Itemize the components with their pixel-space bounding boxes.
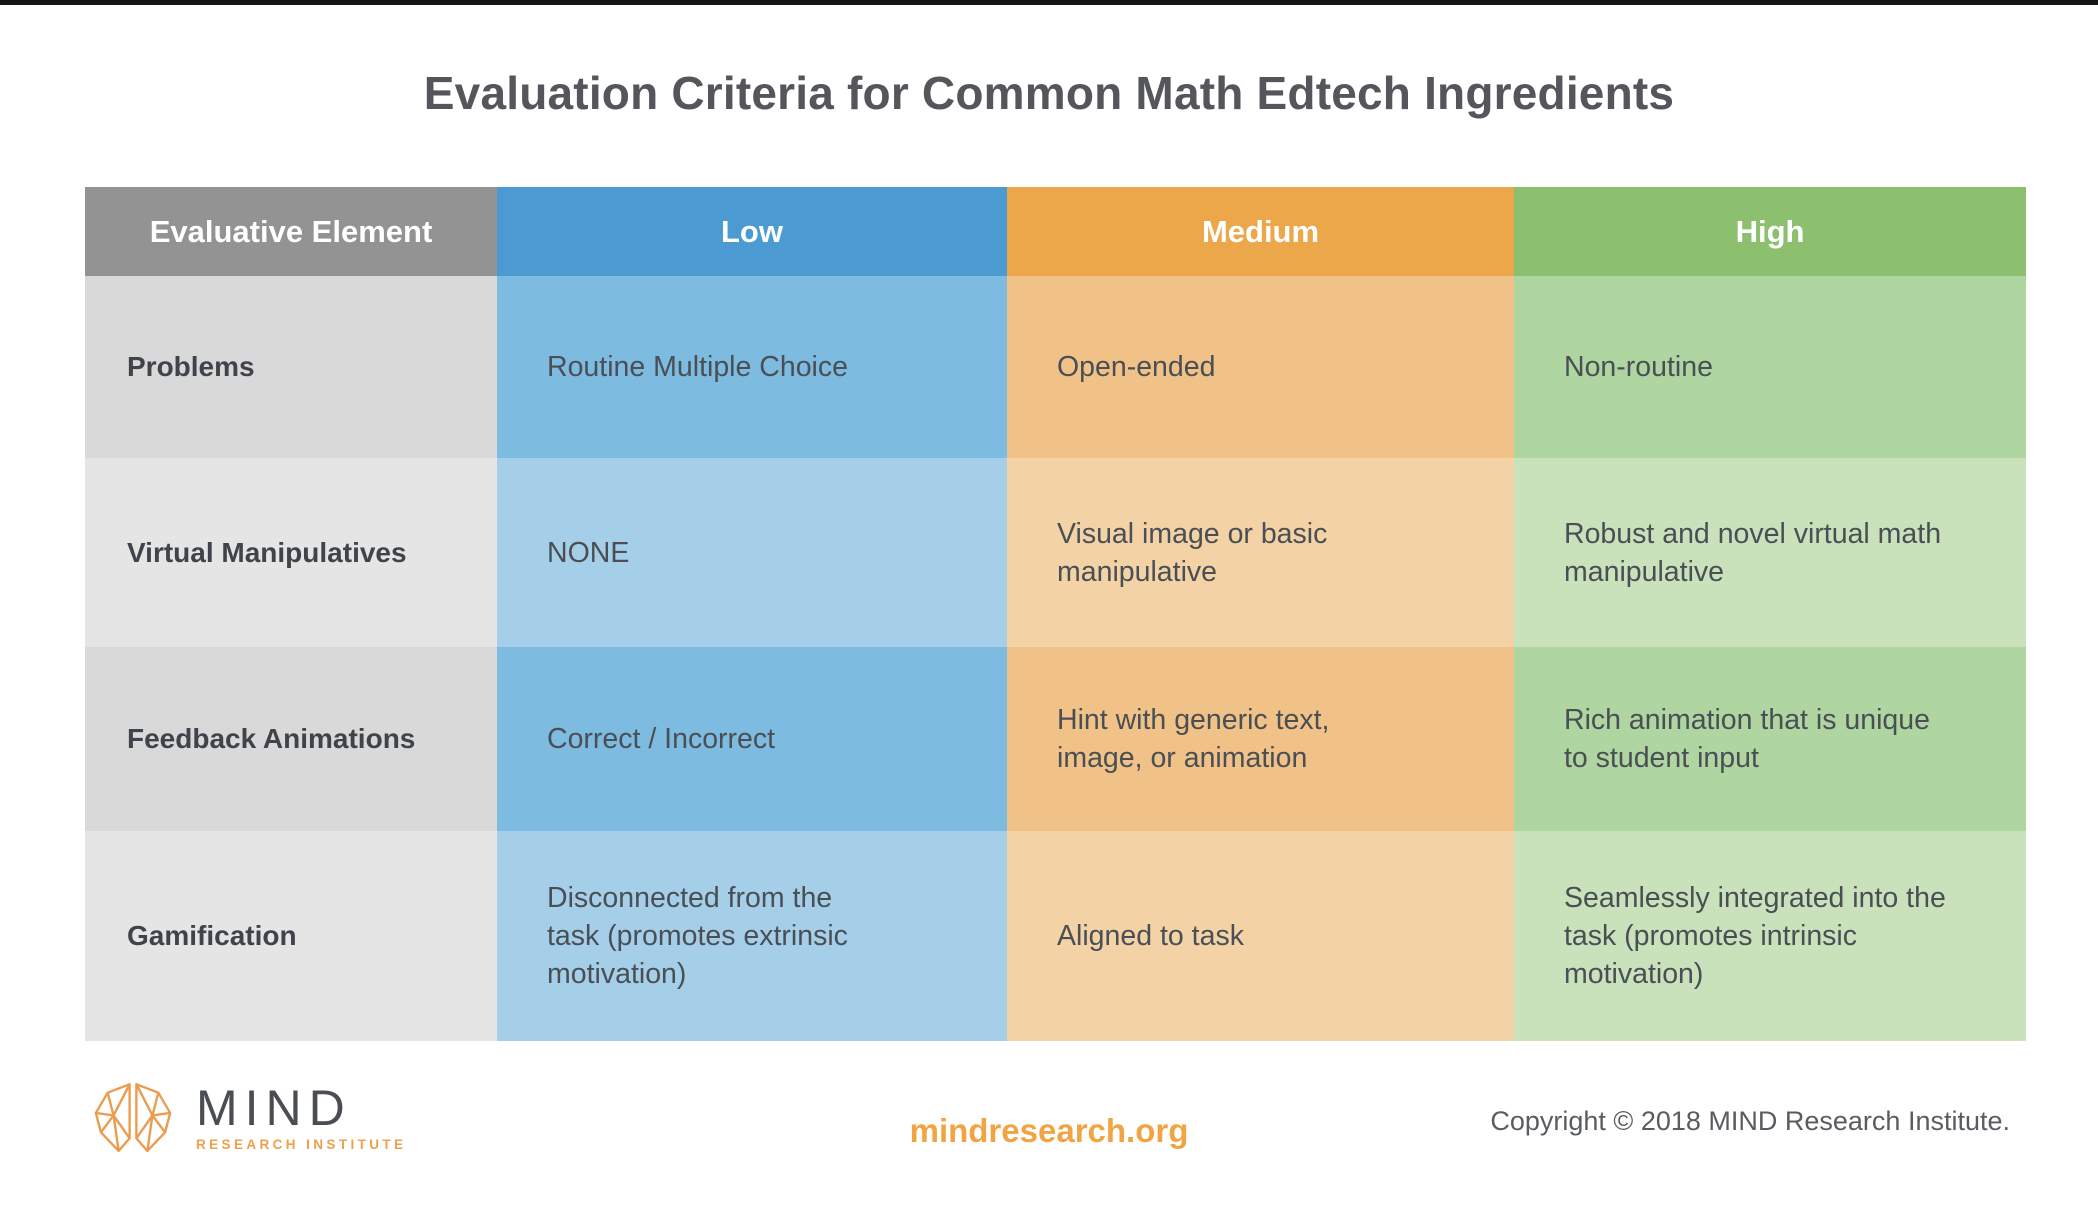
cell-text: Aligned to task	[1057, 920, 1244, 952]
website-link[interactable]: mindresearch.org	[909, 1112, 1189, 1149]
column-header-label: High	[1735, 213, 1805, 249]
cell-text: Correct / Incorrect	[547, 723, 776, 755]
cell-virtual-manipulatives-high: Robust and novel virtual math manipulati…	[1514, 458, 2026, 647]
row-label-text: Feedback Animations	[127, 723, 416, 754]
cell-problems-low: Routine Multiple Choice	[497, 276, 1007, 458]
column-header-evaluative-element: Evaluative Element	[85, 187, 497, 276]
logo-subtitle: RESEARCH INSTITUTE	[196, 1137, 407, 1152]
row-label-feedback-animations: Feedback Animations	[85, 647, 497, 831]
logo-wordmark: MIND	[196, 1080, 352, 1136]
copyright-text: Copyright © 2018 MIND Research Institute…	[1490, 1106, 2010, 1136]
row-label-problems: Problems	[85, 276, 497, 458]
column-header-label: Evaluative Element	[149, 213, 433, 249]
column-header-high: High	[1514, 187, 2026, 276]
cell-virtual-manipulatives-low: NONE	[497, 458, 1007, 647]
cell-feedback-animations-low: Correct / Incorrect	[497, 647, 1007, 831]
page-title: Evaluation Criteria for Common Math Edte…	[423, 67, 1675, 119]
cell-text: Routine Multiple Choice	[547, 351, 848, 383]
cell-problems-high: Non-routine	[1514, 276, 2026, 458]
column-header-medium: Medium	[1007, 187, 1514, 276]
column-header-label: Low	[721, 213, 783, 249]
cell-text: Seamlessly integrated into the task (pro…	[1564, 882, 1946, 990]
column-header-label: Medium	[1201, 213, 1320, 249]
mind-logo: MIND RESEARCH INSTITUTE	[90, 1080, 406, 1156]
cell-text: Non-routine	[1564, 351, 1713, 383]
row-label-text: Gamification	[127, 920, 297, 951]
cell-text: Rich animation that is unique to student…	[1564, 704, 1930, 774]
cell-text: Hint with generic text, image, or animat…	[1057, 704, 1330, 774]
cell-text: Disconnected from the task (promotes ext…	[547, 882, 848, 990]
cell-text: Visual image or basic manipulative	[1057, 517, 1328, 588]
cell-text: NONE	[547, 536, 630, 569]
cell-virtual-manipulatives-medium: Visual image or basic manipulative	[1007, 458, 1514, 647]
cell-gamification-medium: Aligned to task	[1007, 831, 1514, 1041]
cell-feedback-animations-medium: Hint with generic text, image, or animat…	[1007, 647, 1514, 831]
row-label-text: Problems	[127, 351, 255, 382]
cell-problems-medium: Open-ended	[1007, 276, 1514, 458]
cell-gamification-low: Disconnected from the task (promotes ext…	[497, 831, 1007, 1041]
cell-text: Open-ended	[1057, 351, 1216, 383]
row-label-gamification: Gamification	[85, 831, 497, 1041]
row-label-text: Virtual Manipulatives	[127, 536, 407, 568]
row-label-virtual-manipulatives: Virtual Manipulatives	[85, 458, 497, 647]
mind-logo-text: MIND RESEARCH INSTITUTE	[196, 1080, 407, 1152]
column-header-low: Low	[497, 187, 1007, 276]
evaluation-table: Evaluative Element Low Medium High Probl…	[85, 187, 2026, 1041]
cell-feedback-animations-high: Rich animation that is unique to student…	[1514, 647, 2026, 831]
top-border	[0, 0, 2098, 5]
cell-text: Robust and novel virtual math manipulati…	[1564, 517, 1942, 588]
mind-brain-icon	[90, 1080, 176, 1156]
cell-gamification-high: Seamlessly integrated into the task (pro…	[1514, 831, 2026, 1041]
